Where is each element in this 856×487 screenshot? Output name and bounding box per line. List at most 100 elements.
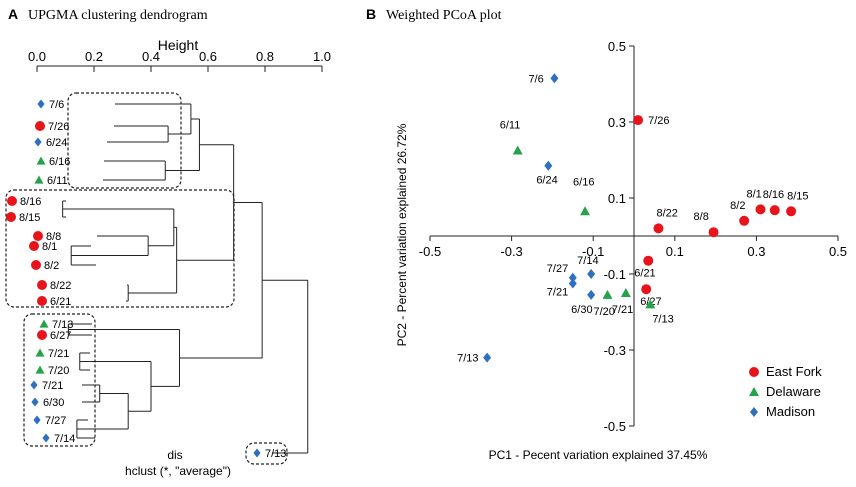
leaf-label: 7/13 (265, 448, 286, 460)
madison-marker (33, 415, 41, 425)
leaf-madison: 6/30 (31, 397, 64, 409)
point-label: 7/21 (612, 304, 633, 316)
point-madison: 7/27 (547, 263, 577, 283)
leaf-eastfork: 8/1 (29, 241, 57, 253)
leaf-label: 8/22 (50, 280, 71, 292)
madison-marker (253, 448, 261, 458)
delaware-marker (35, 348, 45, 357)
point-eastfork: 8/2 (730, 200, 750, 226)
legend-item-delaware: Delaware (749, 384, 821, 399)
leaf-label: 7/21 (42, 380, 63, 392)
point-label: 6/16 (573, 176, 594, 188)
leaf-label: 6/21 (50, 296, 71, 308)
point-madison: 7/13 (457, 352, 492, 365)
leaf-madison: 6/24 (34, 137, 67, 149)
eastfork-legend-marker (749, 367, 759, 377)
leaf-delaware: 7/21 (35, 348, 69, 360)
pc1-tick-label: 0.5 (829, 244, 847, 259)
point-label: 8/8 (694, 211, 709, 223)
leaf-label: 8/16 (20, 196, 41, 208)
leaf-eastfork: 8/8 (33, 231, 61, 243)
point-eastfork: 7/26 (633, 115, 670, 127)
point-madison: 7/14 (577, 255, 599, 279)
leaf-eastfork: 8/15 (6, 212, 40, 224)
pcoa-legend: East Fork Delaware Madison (749, 364, 822, 419)
dendrogram-leaves: 7/6 7/26 6/24 6/16 6/11 8/16 8/15 8/88/1 8/2 8/22… (6, 99, 286, 460)
leaf-label: 7/26 (48, 121, 69, 133)
point-label: 6/11 (500, 120, 521, 132)
madison-marker (31, 397, 39, 407)
madison-marker (34, 137, 42, 147)
pc2-tick-label: 0.3 (608, 115, 626, 130)
eastfork-marker (7, 196, 17, 206)
delaware-marker (512, 145, 523, 155)
point-madison: 6/24 (536, 160, 558, 187)
panel-a-title: UPGMA clustering dendrogram (28, 8, 208, 23)
point-label: 6/21 (634, 268, 655, 280)
eastfork-marker (37, 280, 47, 290)
madison-legend-marker (750, 407, 758, 417)
pcoa-chart: B Weighted PCoA plot -0.5 -0.3 -0.1 0.1 0.3 0… (366, 6, 847, 462)
legend-item-eastfork: East Fork (749, 364, 822, 379)
point-eastfork: 8/8 (694, 211, 719, 238)
eastfork-marker (653, 223, 664, 234)
delaware-marker (34, 175, 44, 184)
legend-label: East Fork (766, 364, 822, 379)
point-madison: 7/21 (547, 278, 577, 299)
leaf-madison: 7/21 (30, 380, 63, 392)
delaware-marker (645, 299, 656, 309)
point-madison: 6/30 (571, 289, 596, 316)
delaware-marker (39, 319, 49, 328)
point-label: 8/15 (787, 190, 808, 202)
eastfork-marker (29, 241, 39, 251)
madison-marker (587, 269, 596, 279)
dendrogram-footer-method: hclust (*, "average") (125, 464, 231, 478)
height-tick-label: 1.0 (313, 49, 331, 64)
eastfork-marker (37, 296, 47, 306)
delaware-legend-marker (749, 387, 759, 396)
pcoa-axes: -0.5 -0.3 -0.1 0.1 0.3 0.5 0.5 0.3 0.1 -0.1 -0.3 -0… (419, 39, 847, 434)
leaf-madison: 7/6 (37, 99, 64, 111)
point-label: 7/26 (648, 115, 669, 127)
pcoa-points: 7/268/226/216/278/88/28/18/168/156/116/1… (457, 73, 809, 365)
madison-marker (42, 433, 50, 443)
eastfork-marker (643, 255, 654, 266)
panel-a-letter: A (8, 6, 18, 22)
eastfork-marker (6, 212, 16, 222)
point-eastfork: 8/15 (786, 190, 809, 217)
madison-marker (37, 99, 45, 109)
leaf-eastfork: 6/21 (37, 296, 71, 308)
leaf-madison: 7/27 (33, 415, 66, 427)
leaf-madison: 7/13 (253, 448, 286, 460)
eastfork-marker (35, 121, 45, 131)
point-delaware: 6/11 (500, 120, 523, 155)
height-tick-label: 0.0 (28, 49, 46, 64)
leaf-delaware: 7/20 (35, 365, 69, 377)
leaf-madison: 7/14 (42, 433, 75, 445)
point-label: 8/1 (746, 188, 761, 200)
eastfork-marker (37, 330, 47, 340)
pc2-tick-label: 0.5 (608, 39, 626, 54)
madison-marker (30, 380, 38, 390)
point-label: 7/14 (577, 255, 598, 267)
point-delaware: 7/21 (612, 288, 633, 316)
leaf-label: 7/21 (48, 348, 69, 360)
leaf-eastfork: 7/26 (35, 121, 69, 133)
madison-marker (483, 352, 492, 363)
leaf-eastfork: 8/2 (31, 260, 59, 272)
delaware-marker (36, 156, 46, 165)
leaf-label: 7/13 (52, 319, 73, 331)
leaf-label: 7/6 (49, 99, 64, 111)
leaf-label: 8/2 (44, 260, 59, 272)
leaf-label: 6/30 (43, 397, 64, 409)
height-tick-label: 0.4 (142, 49, 160, 64)
leaf-label: 8/1 (42, 241, 57, 253)
panel-b-pcoa: B Weighted PCoA plot -0.5 -0.3 -0.1 0.1 0.3 0… (360, 0, 856, 482)
eastfork-marker (786, 206, 797, 217)
point-label: 6/30 (571, 304, 592, 316)
eastfork-marker (641, 284, 652, 295)
height-axis-title: Height (158, 37, 199, 53)
legend-label: Madison (766, 404, 815, 419)
point-label: 7/20 (593, 306, 614, 318)
point-label: 7/21 (547, 287, 568, 299)
